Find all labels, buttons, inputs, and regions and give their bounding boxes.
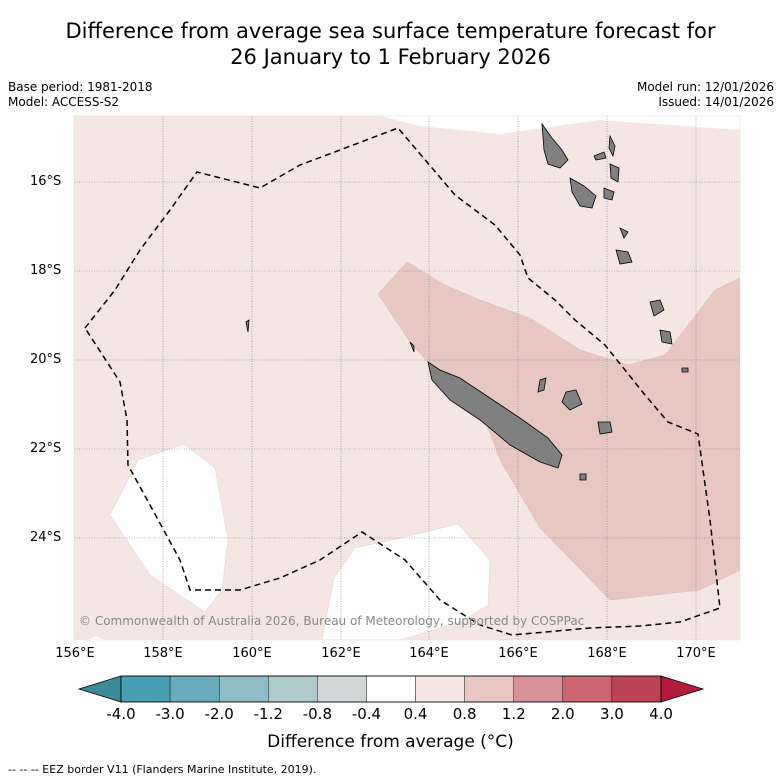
title-line-1: Difference from average sea surface temp… xyxy=(65,19,716,43)
title-line-2: 26 January to 1 February 2026 xyxy=(230,45,551,69)
colorbar-tick-label: 3.0 xyxy=(599,705,624,723)
colorbar-tick-label: 2.0 xyxy=(550,705,575,723)
copyright-text: © Commonwealth of Australia 2026, Bureau… xyxy=(79,614,585,628)
island-matthew-hunter xyxy=(649,299,665,317)
island-new-caledonia xyxy=(427,361,563,469)
island-vanuatu-erromango xyxy=(619,227,629,239)
x-tick-168: 168°E xyxy=(587,646,627,661)
island-vanuatu-maewo xyxy=(609,163,620,183)
eez-border xyxy=(84,127,721,636)
x-tick-164: 164°E xyxy=(409,646,449,661)
eez-legend-footer: -- -- -- EEZ border V11 (Flanders Marine… xyxy=(8,763,317,776)
model-run: Model run: 12/01/2026 xyxy=(636,80,774,94)
colorbar-segment xyxy=(562,675,613,703)
y-tick-22s: 22°S xyxy=(30,441,62,456)
x-tick-156: 156°E xyxy=(55,646,95,661)
colorbar-arrow-low xyxy=(77,675,122,703)
y-tick-20s: 20°S xyxy=(30,352,62,367)
x-tick-170: 170°E xyxy=(676,646,716,661)
island-vanuatu-tanna xyxy=(615,249,633,265)
colorbar xyxy=(77,675,705,703)
meta-left: Base period: 1981-2018 Model: ACCESS-S2 xyxy=(8,80,153,110)
island-loyalty-mare xyxy=(597,421,613,435)
colorbar-segment xyxy=(317,675,367,703)
colorbar-segment xyxy=(169,675,220,703)
colorbar-tick-label: -3.0 xyxy=(155,705,185,723)
colorbar-tick-label: -0.4 xyxy=(351,705,382,723)
island-walpole xyxy=(681,367,689,373)
colorbar-tick-label: -2.0 xyxy=(204,705,234,723)
x-tick-160: 160°E xyxy=(232,646,272,661)
colorbar-frame xyxy=(120,675,662,703)
colorbar-title: Difference from average (°C) xyxy=(267,732,514,752)
island-vanuatu-pentecost xyxy=(608,134,616,158)
colorbar-tick-label: -0.8 xyxy=(302,705,332,723)
island-vanuatu-efate xyxy=(603,187,615,201)
neutral-region-corner xyxy=(74,636,104,640)
x-tick-166: 166°E xyxy=(498,646,538,661)
y-tick-16s: 16°S xyxy=(30,174,62,189)
y-tick-18s: 18°S xyxy=(30,263,62,278)
colorbar-tick-label: -4.0 xyxy=(106,705,136,723)
gridlines xyxy=(74,116,740,640)
neutral-region-west xyxy=(109,443,229,613)
x-tick-158: 158°E xyxy=(143,646,183,661)
island-hunter xyxy=(659,329,673,345)
land-masses xyxy=(245,122,689,481)
colorbar-tick-label: -1.2 xyxy=(253,705,283,723)
colorbar-segment xyxy=(415,675,465,703)
neutral-region-top xyxy=(74,116,740,134)
issued-date: Issued: 14/01/2026 xyxy=(658,95,774,109)
base-period: Base period: 1981-2018 xyxy=(8,80,153,94)
neutral-region-south xyxy=(321,523,491,640)
colorbar-tick-label: 4.0 xyxy=(649,705,673,723)
map-frame xyxy=(73,115,741,641)
model-name: Model: ACCESS-S2 xyxy=(8,95,120,109)
colorbar-tick-label: 0.4 xyxy=(403,705,428,723)
colorbar-segment xyxy=(464,675,514,703)
colorbar-tick-label: 1.2 xyxy=(501,705,526,723)
colorbar-segment xyxy=(218,675,269,703)
colorbar-segment xyxy=(120,675,171,703)
island-vanuatu-santo xyxy=(541,122,569,169)
map-title: Difference from average sea surface temp… xyxy=(0,18,781,70)
x-tick-162: 162°E xyxy=(321,646,361,661)
island-chesterfield xyxy=(245,319,250,333)
colorbar-tick-label: 0.8 xyxy=(452,705,477,723)
colorbar-arrow-high xyxy=(660,675,705,703)
island-belep xyxy=(409,341,415,353)
colorbar-segment xyxy=(366,675,416,703)
island-loyalty-lifou xyxy=(561,389,583,411)
island-loyalty-ouvea xyxy=(537,377,547,393)
island-isle-of-pines xyxy=(579,473,587,481)
colorbar-segment xyxy=(268,675,318,703)
meta-right: Model run: 12/01/2026 Issued: 14/01/2026 xyxy=(637,80,774,110)
colorbar-segment xyxy=(611,675,662,703)
island-vanuatu-malekula xyxy=(569,177,597,209)
island-vanuatu-ambae xyxy=(593,151,607,161)
colorbar-segment xyxy=(513,675,564,703)
y-tick-24s: 24°S xyxy=(30,530,62,545)
